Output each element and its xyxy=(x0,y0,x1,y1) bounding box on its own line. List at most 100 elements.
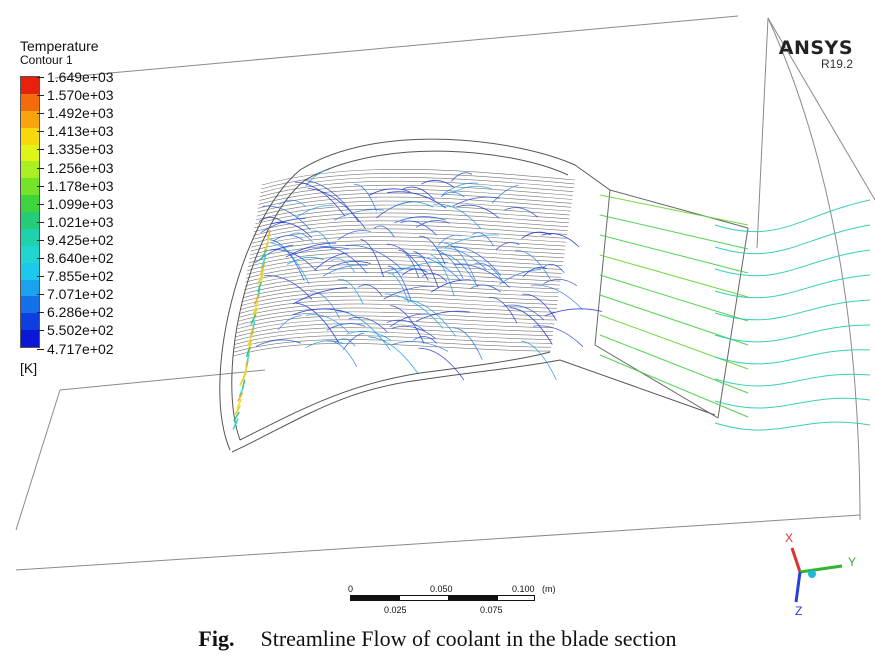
blue-streamline xyxy=(343,332,364,350)
brand-version: R19.2 xyxy=(820,57,853,71)
dark-streamline xyxy=(237,311,556,326)
blue-streamline xyxy=(521,231,552,239)
blue-streamline xyxy=(327,260,371,270)
domain-floor-left xyxy=(59,369,266,391)
dark-streamline xyxy=(243,276,561,291)
blue-streamline xyxy=(543,279,578,287)
blue-streamline xyxy=(258,216,285,224)
scale-label-0.100: 0.100 xyxy=(512,584,535,594)
blue-streamline xyxy=(358,284,383,297)
blue-streamline xyxy=(453,264,511,288)
caption-text: Streamline Flow of coolant in the blade … xyxy=(260,626,677,651)
dark-streamline xyxy=(247,252,564,267)
blue-streamline xyxy=(334,209,384,221)
axis-x-line xyxy=(790,547,802,573)
dark-streamline xyxy=(247,256,563,271)
blue-streamline xyxy=(398,250,420,279)
dark-streamline xyxy=(242,283,559,299)
blue-streamline xyxy=(348,317,388,333)
blue-streamline xyxy=(255,339,302,347)
blue-streamline xyxy=(488,297,518,324)
dark-streamline xyxy=(234,331,553,345)
green-streamline xyxy=(599,354,749,418)
domain-floor-front xyxy=(15,389,61,531)
hot-streamline xyxy=(232,418,239,430)
legend-tick-label: 7.071e+02 xyxy=(37,286,114,302)
exit-streamline xyxy=(714,199,871,233)
blue-streamline xyxy=(330,258,356,273)
blue-streamline xyxy=(433,203,482,230)
blue-streamline xyxy=(392,341,449,352)
blue-streamline xyxy=(541,233,580,248)
dark-streamline xyxy=(261,172,575,190)
blue-streamline xyxy=(542,263,565,274)
hot-streamline xyxy=(247,333,254,347)
legend-tick-label: 1.256e+03 xyxy=(37,160,114,176)
legend-unit: [K] xyxy=(20,360,38,376)
blue-streamline xyxy=(421,179,455,188)
blue-streamline xyxy=(522,293,557,321)
dark-streamline xyxy=(259,180,574,197)
domain-floor-bottom xyxy=(15,514,861,571)
dark-streamline xyxy=(246,260,563,275)
blue-streamline xyxy=(430,279,471,293)
blue-streamline xyxy=(499,269,541,285)
axis-z-line xyxy=(794,571,802,603)
legend-tick-label: 7.855e+02 xyxy=(37,268,114,284)
legend-tick-label: 5.502e+02 xyxy=(37,322,114,338)
legend-swatch-15 xyxy=(21,330,39,347)
graphics-viewport[interactable]: Temperature Contour 1 1.649e+03 1.570e+03… xyxy=(0,0,875,620)
streamline-scene[interactable] xyxy=(0,0,875,620)
blue-streamline xyxy=(509,307,553,345)
hot-streamline xyxy=(237,392,244,402)
green-streamline xyxy=(599,314,749,370)
legend-swatch-1 xyxy=(21,93,39,111)
blue-streamline xyxy=(277,315,302,331)
blue-streamline xyxy=(474,262,505,284)
blue-streamline xyxy=(291,246,350,256)
domain-edge-vertical xyxy=(756,17,769,249)
green-streamline xyxy=(599,234,749,274)
exit-streamline xyxy=(714,373,871,387)
blue-streamline xyxy=(334,338,356,347)
dark-streamline xyxy=(241,291,558,306)
blue-streamline xyxy=(430,254,455,297)
legend-tick-label: 1.021e+03 xyxy=(37,214,114,230)
dark-streamline xyxy=(253,220,568,236)
green-streamline xyxy=(599,214,749,250)
blue-streamline xyxy=(387,273,409,303)
brand-name: ANSYS xyxy=(778,37,853,59)
orientation-triad: X Y Z xyxy=(785,531,856,618)
exit-streamline xyxy=(714,349,871,365)
dark-streamline xyxy=(251,232,567,248)
dark-streamline xyxy=(258,188,573,205)
dark-streamline xyxy=(236,319,554,334)
dark-streamline xyxy=(255,208,570,225)
blue-streamline xyxy=(260,218,306,234)
dark-streamline xyxy=(232,343,551,357)
ansys-logo: ANSYS R19.2 xyxy=(779,37,853,71)
blue-streamline xyxy=(521,340,557,381)
blue-streamline xyxy=(451,172,473,182)
green-streamline xyxy=(599,274,749,322)
blue-streamline xyxy=(314,252,348,271)
dark-streamline xyxy=(233,335,552,349)
scale-segment-3 xyxy=(448,595,498,601)
legend-tick-label: 1.649e+03 xyxy=(37,69,114,85)
dark-streamline xyxy=(259,184,573,201)
scale-segment-2 xyxy=(399,595,449,601)
dark-streamline xyxy=(261,169,576,186)
blue-streamline xyxy=(292,308,349,316)
legend-swatch-8 xyxy=(21,212,39,229)
hot-streamline xyxy=(234,405,241,415)
domain-edge-arc xyxy=(767,17,861,521)
blue-streamline xyxy=(415,220,451,228)
blue-streamline xyxy=(368,188,410,196)
legend-swatch-10 xyxy=(21,245,39,263)
blade-lower-outline-2 xyxy=(239,351,551,441)
blade-lower-outline xyxy=(231,359,716,453)
dark-streamline xyxy=(237,315,555,330)
hot-streamline xyxy=(233,411,240,422)
green-streamline xyxy=(599,294,749,346)
blue-streamline xyxy=(491,184,519,204)
